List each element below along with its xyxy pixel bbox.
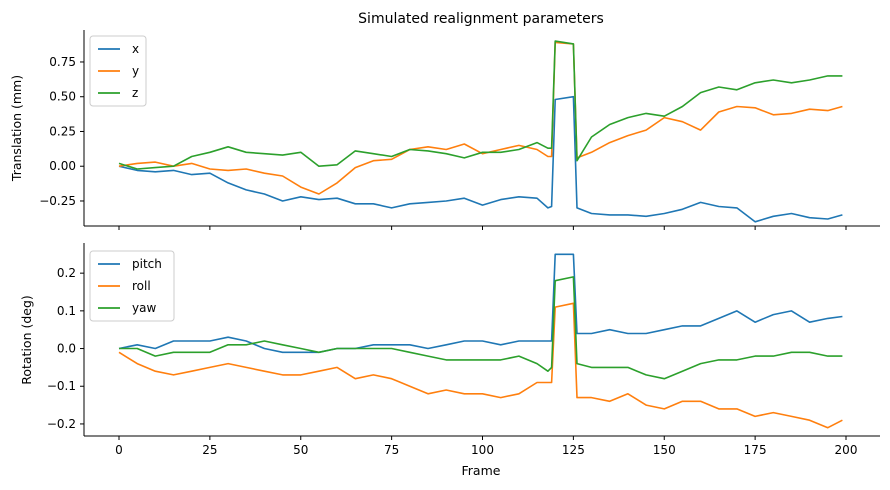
x-axis-title: Frame bbox=[462, 463, 501, 478]
y-tick-label: 0.75 bbox=[49, 55, 76, 69]
x-tick-label: 50 bbox=[293, 443, 308, 457]
translation-legend: x y z bbox=[89, 35, 147, 107]
legend-label-x: x bbox=[132, 42, 139, 56]
y-tick-label: 0.0 bbox=[57, 342, 76, 356]
translation-x-ticks bbox=[118, 226, 847, 230]
rotation-y-ticks: −0.2 −0.1 0.0 0.1 0.2 bbox=[47, 266, 84, 431]
rotation-x-ticks: 0 25 50 75 100 125 150 175 200 bbox=[115, 436, 857, 457]
y-tick-label: 0.2 bbox=[57, 266, 76, 280]
x-tick-label: 150 bbox=[653, 443, 676, 457]
y-tick-label: 0.25 bbox=[49, 124, 76, 138]
legend-label-y: y bbox=[132, 64, 139, 78]
translation-ylabel: Translation (mm) bbox=[9, 75, 24, 182]
series-line-pitch bbox=[118, 253, 843, 354]
x-tick-label: 25 bbox=[202, 443, 217, 457]
legend-label-z: z bbox=[132, 86, 138, 100]
translation-panel: −0.25 0.00 0.25 0.50 0.75 Translation (mm) x… bbox=[9, 30, 880, 230]
legend-label-pitch: pitch bbox=[132, 257, 162, 271]
rotation-panel: 0 25 50 75 100 125 150 175 200 −0.2 −0.1 0.0 0.1 0.2… bbox=[19, 243, 880, 457]
y-tick-label: 0.00 bbox=[49, 159, 76, 173]
y-tick-label: −0.2 bbox=[47, 417, 76, 431]
legend-label-yaw: yaw bbox=[132, 301, 156, 315]
y-tick-label: −0.25 bbox=[39, 194, 76, 208]
y-tick-label: −0.1 bbox=[47, 379, 76, 393]
x-tick-label: 175 bbox=[744, 443, 767, 457]
rotation-ylabel: Rotation (deg) bbox=[19, 295, 34, 385]
series-line-y bbox=[118, 41, 843, 195]
legend-frame bbox=[89, 250, 175, 322]
x-tick-label: 125 bbox=[562, 443, 585, 457]
translation-lines bbox=[118, 40, 843, 223]
y-tick-label: 0.50 bbox=[49, 90, 76, 104]
rotation-legend: pitch roll yaw bbox=[89, 250, 175, 322]
chart-title: Simulated realignment parameters bbox=[358, 11, 604, 27]
series-line-yaw bbox=[119, 276, 843, 380]
series-line-roll bbox=[118, 302, 843, 429]
x-tick-label: 0 bbox=[115, 443, 123, 457]
y-tick-label: 0.1 bbox=[57, 304, 76, 318]
x-tick-label: 100 bbox=[471, 443, 494, 457]
legend-label-roll: roll bbox=[132, 279, 151, 293]
x-tick-label: 200 bbox=[835, 443, 858, 457]
rotation-lines bbox=[118, 253, 843, 429]
series-line-x bbox=[118, 95, 843, 223]
x-tick-label: 75 bbox=[384, 443, 399, 457]
series-line-z bbox=[118, 40, 843, 170]
translation-y-ticks: −0.25 0.00 0.25 0.50 0.75 bbox=[39, 55, 84, 208]
